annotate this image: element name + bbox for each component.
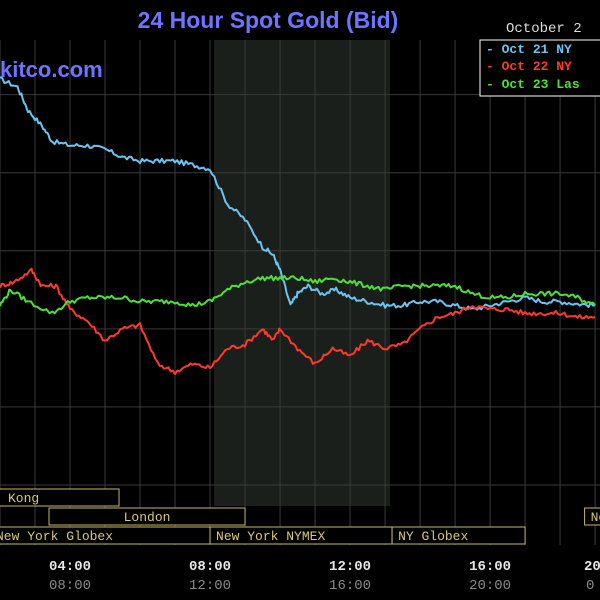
date-label: October 2 xyxy=(506,21,582,37)
series-line-2 xyxy=(0,267,596,376)
series-line-3 xyxy=(0,274,596,315)
x-tick-label-primary: 16:00 xyxy=(469,559,511,575)
x-tick-label-secondary: 16:00 xyxy=(329,578,371,594)
x-axis-ticks: 04:00 08:00 12:00 16:00 20 08:00 12:00 16:00 20:… xyxy=(49,559,600,594)
session-label: New York Globex xyxy=(0,529,113,544)
legend-box xyxy=(479,39,600,97)
legend-entry-oct21: - Oct 21 NY xyxy=(486,42,572,57)
session-box xyxy=(391,526,526,545)
x-tick-label-primary: 04:00 xyxy=(49,559,91,575)
session-3: New York Globex xyxy=(0,526,211,545)
x-tick-label-secondary: 08:00 xyxy=(49,578,91,594)
market-sessions: Kong London New York Globex New York NYMEX N… xyxy=(0,488,600,545)
x-tick-label-primary: 08:00 xyxy=(189,559,231,575)
watermark: kitco.com xyxy=(0,57,103,82)
x-tick-label-primary: 12:00 xyxy=(329,559,371,575)
session-box xyxy=(48,507,246,526)
nymex-session-shade xyxy=(214,40,390,506)
session-label: London xyxy=(124,510,171,525)
session-label: New York NYMEX xyxy=(216,529,325,544)
x-tick-label-primary: 20 xyxy=(584,559,600,575)
x-tick-label-secondary: 12:00 xyxy=(189,578,231,594)
session-box xyxy=(0,488,120,507)
legend: - Oct 21 NY - Oct 22 NY - Oct 23 Las xyxy=(479,39,600,97)
session-1: Kong xyxy=(0,488,120,507)
series-line-1 xyxy=(0,76,596,311)
session-6: New xyxy=(584,507,600,526)
session-box xyxy=(584,507,600,526)
session-label: New xyxy=(591,510,600,525)
legend-entry-oct23: - Oct 23 Las xyxy=(486,77,580,92)
chart-title: 24 Hour Spot Gold (Bid) xyxy=(138,7,399,33)
x-tick-label-secondary: 20:00 xyxy=(469,578,511,594)
session-5: NY Globex xyxy=(391,526,526,545)
session-4: New York NYMEX xyxy=(209,526,393,545)
session-label: Kong xyxy=(8,491,39,506)
legend-entry-oct22: - Oct 22 NY xyxy=(486,59,572,74)
series-lines xyxy=(0,76,596,376)
session-label: NY Globex xyxy=(398,529,468,544)
x-tick-label-secondary: 0 xyxy=(586,578,594,594)
session-2: London xyxy=(48,507,246,526)
